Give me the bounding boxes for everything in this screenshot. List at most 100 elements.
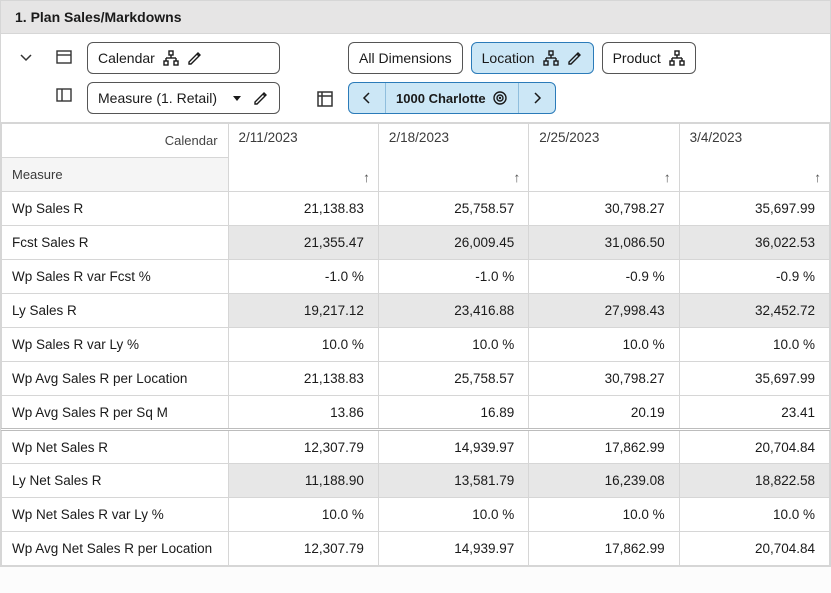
cell[interactable]: -0.9 % — [529, 260, 679, 294]
location-label: Location — [482, 50, 535, 66]
cell[interactable]: 12,307.79 — [228, 430, 378, 464]
cell[interactable]: 10.0 % — [228, 498, 378, 532]
columns-icon — [56, 87, 72, 103]
cell[interactable]: 21,138.83 — [228, 362, 378, 396]
all-dims-label: All Dimensions — [359, 50, 452, 66]
cell[interactable]: -1.0 % — [378, 260, 528, 294]
row-label: Wp Avg Sales R per Sq M — [2, 396, 229, 430]
calendar-header: Calendar — [2, 124, 229, 158]
date-label: 2/18/2023 — [389, 130, 449, 145]
cell[interactable]: 14,939.97 — [378, 532, 528, 566]
col-header[interactable]: 2/11/2023 ↑ — [228, 124, 378, 192]
col-header[interactable]: 2/25/2023 ↑ — [529, 124, 679, 192]
rows-icon — [56, 49, 72, 65]
row-label: Ly Net Sales R — [2, 464, 229, 498]
breadcrumb-label-seg[interactable]: 1000 Charlotte — [385, 83, 518, 113]
chevron-right-icon — [529, 90, 545, 106]
chevron-down-icon — [18, 49, 34, 65]
cell[interactable]: 16.89 — [378, 396, 528, 430]
cell[interactable]: 17,862.99 — [529, 430, 679, 464]
sort-asc-icon[interactable]: ↑ — [664, 170, 671, 185]
all-dimensions-pill[interactable]: All Dimensions — [348, 42, 463, 74]
cell[interactable]: 19,217.12 — [228, 294, 378, 328]
measure-label: Measure (1. Retail) — [98, 90, 217, 106]
cell[interactable]: 10.0 % — [529, 328, 679, 362]
sort-asc-icon[interactable]: ↑ — [814, 170, 821, 185]
cell[interactable]: 23.41 — [679, 396, 829, 430]
cell[interactable]: 20,704.84 — [679, 532, 829, 566]
target-icon — [492, 90, 508, 106]
cell[interactable]: 23,416.88 — [378, 294, 528, 328]
cell[interactable]: 10.0 % — [378, 498, 528, 532]
sort-asc-icon[interactable]: ↑ — [514, 170, 521, 185]
cell[interactable]: 25,758.57 — [378, 192, 528, 226]
cell[interactable]: 26,009.45 — [378, 226, 528, 260]
cell[interactable]: 35,697.99 — [679, 362, 829, 396]
chevron-left-icon — [359, 90, 375, 106]
cell[interactable]: 10.0 % — [378, 328, 528, 362]
cell[interactable]: 10.0 % — [228, 328, 378, 362]
row-label: Wp Avg Net Sales R per Location — [2, 532, 229, 566]
location-breadcrumb: 1000 Charlotte — [348, 82, 556, 114]
date-label: 3/4/2023 — [690, 130, 743, 145]
cell[interactable]: 30,798.27 — [529, 362, 679, 396]
cell[interactable]: 30,798.27 — [529, 192, 679, 226]
edit-icon — [187, 50, 203, 66]
location-pill[interactable]: Location — [471, 42, 594, 74]
row-label: Wp Avg Sales R per Location — [2, 362, 229, 396]
product-label: Product — [613, 50, 661, 66]
hierarchy-icon — [669, 50, 685, 66]
data-grid[interactable]: Calendar 2/11/2023 ↑ 2/18/2023 ↑ 2/25/20… — [1, 123, 830, 566]
cell[interactable]: 27,998.43 — [529, 294, 679, 328]
sort-asc-icon[interactable]: ↑ — [363, 170, 370, 185]
collapse-toggle[interactable] — [11, 42, 41, 72]
row-label: Wp Net Sales R var Ly % — [2, 498, 229, 532]
toolbar: Calendar Measure (1. Retail) — [1, 34, 830, 123]
cell[interactable]: 12,307.79 — [228, 532, 378, 566]
pivot-button[interactable] — [310, 84, 340, 114]
breadcrumb-label: 1000 Charlotte — [396, 91, 486, 106]
date-label: 2/25/2023 — [539, 130, 599, 145]
cell[interactable]: 10.0 % — [679, 498, 829, 532]
product-pill[interactable]: Product — [602, 42, 696, 74]
cell[interactable]: 13,581.79 — [378, 464, 528, 498]
cell[interactable]: -1.0 % — [228, 260, 378, 294]
row-label: Ly Sales R — [2, 294, 229, 328]
cell[interactable]: 21,355.47 — [228, 226, 378, 260]
col-header[interactable]: 3/4/2023 ↑ — [679, 124, 829, 192]
cell[interactable]: 13.86 — [228, 396, 378, 430]
measure-header: Measure — [2, 158, 229, 192]
row-label: Wp Sales R var Ly % — [2, 328, 229, 362]
col-layout-button[interactable] — [49, 80, 79, 110]
cell[interactable]: -0.9 % — [679, 260, 829, 294]
cell[interactable]: 18,822.58 — [679, 464, 829, 498]
hierarchy-icon — [543, 50, 559, 66]
row-layout-button[interactable] — [49, 42, 79, 72]
caret-down-icon — [229, 90, 245, 106]
row-label: Wp Net Sales R — [2, 430, 229, 464]
cell[interactable]: 31,086.50 — [529, 226, 679, 260]
cell[interactable]: 36,022.53 — [679, 226, 829, 260]
row-label: Fcst Sales R — [2, 226, 229, 260]
next-button[interactable] — [518, 83, 555, 113]
hierarchy-icon — [163, 50, 179, 66]
cell[interactable]: 35,697.99 — [679, 192, 829, 226]
cell[interactable]: 25,758.57 — [378, 362, 528, 396]
calendar-pill[interactable]: Calendar — [87, 42, 280, 74]
prev-button[interactable] — [349, 83, 385, 113]
row-label: Wp Sales R var Fcst % — [2, 260, 229, 294]
cell[interactable]: 10.0 % — [529, 498, 679, 532]
row-label: Wp Sales R — [2, 192, 229, 226]
cell[interactable]: 32,452.72 — [679, 294, 829, 328]
date-label: 2/11/2023 — [239, 130, 298, 145]
col-header[interactable]: 2/18/2023 ↑ — [378, 124, 528, 192]
cell[interactable]: 20,704.84 — [679, 430, 829, 464]
cell[interactable]: 14,939.97 — [378, 430, 528, 464]
cell[interactable]: 17,862.99 — [529, 532, 679, 566]
cell[interactable]: 21,138.83 — [228, 192, 378, 226]
cell[interactable]: 16,239.08 — [529, 464, 679, 498]
cell[interactable]: 20.19 — [529, 396, 679, 430]
measure-pill[interactable]: Measure (1. Retail) — [87, 82, 280, 114]
cell[interactable]: 11,188.90 — [228, 464, 378, 498]
cell[interactable]: 10.0 % — [679, 328, 829, 362]
